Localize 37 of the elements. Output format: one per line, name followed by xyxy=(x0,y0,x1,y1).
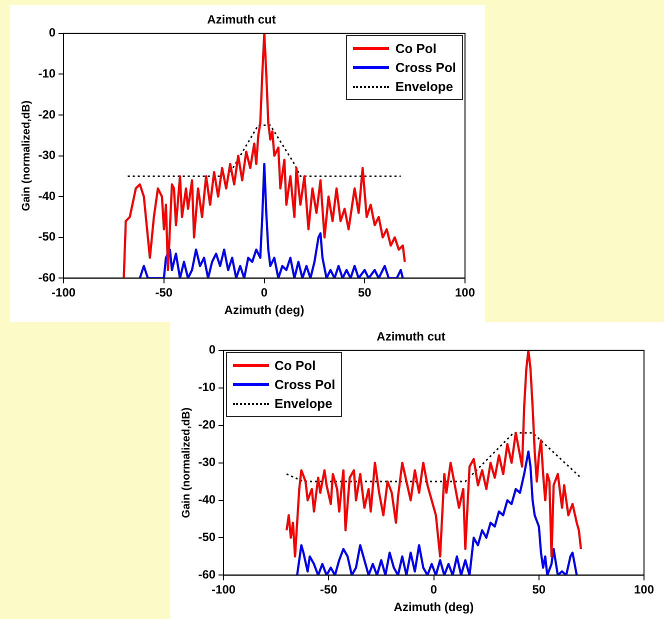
x-tick-label: -50 xyxy=(320,582,338,597)
y-axis-title: Gain (normalized,dB) xyxy=(180,407,193,518)
y-tick-label: 0 xyxy=(48,26,56,40)
x-axis-title: Azimuth (deg) xyxy=(224,303,304,318)
x-tick-label: 100 xyxy=(454,286,476,300)
y-tick-label: -20 xyxy=(198,418,216,432)
x-tick-label: 50 xyxy=(532,582,546,597)
line-series xyxy=(286,432,582,482)
y-tick-label: -60 xyxy=(198,568,216,582)
x-tick-label: 0 xyxy=(430,582,438,597)
legend-label: Co Pol xyxy=(395,41,436,56)
legend-label: Envelope xyxy=(395,79,454,94)
x-tick-label: -50 xyxy=(155,286,173,300)
x-tick-label: 100 xyxy=(634,582,654,597)
x-tick-label: 50 xyxy=(358,286,372,300)
y-tick-label: -10 xyxy=(198,380,216,394)
y-tick-label: 0 xyxy=(208,342,216,357)
y-tick-label: -20 xyxy=(38,107,56,122)
y-tick-label: -50 xyxy=(198,530,216,544)
legend-label: Cross Pol xyxy=(395,60,456,76)
y-axis-title: Gain (normalized,dB) xyxy=(20,100,33,212)
x-axis-title: Azimuth (deg) xyxy=(394,600,474,614)
x-tick-label: 0 xyxy=(260,286,268,300)
legend-label: Cross Pol xyxy=(274,377,336,392)
x-tick-label: -100 xyxy=(212,582,236,597)
chart-title: Azimuth cut xyxy=(376,330,446,344)
y-tick-label: -10 xyxy=(38,66,56,81)
y-tick-label: -50 xyxy=(38,230,56,244)
y-tick-label: -40 xyxy=(198,492,216,507)
chart-title: Azimuth cut xyxy=(207,12,276,27)
y-tick-label: -30 xyxy=(198,455,216,470)
legend-label: Co Pol xyxy=(274,358,316,374)
x-tick-label: -100 xyxy=(52,286,76,300)
y-tick-label: -40 xyxy=(38,188,56,203)
y-tick-label: -60 xyxy=(38,270,56,285)
y-tick-label: -30 xyxy=(38,148,56,162)
legend-label: Envelope xyxy=(274,396,332,412)
